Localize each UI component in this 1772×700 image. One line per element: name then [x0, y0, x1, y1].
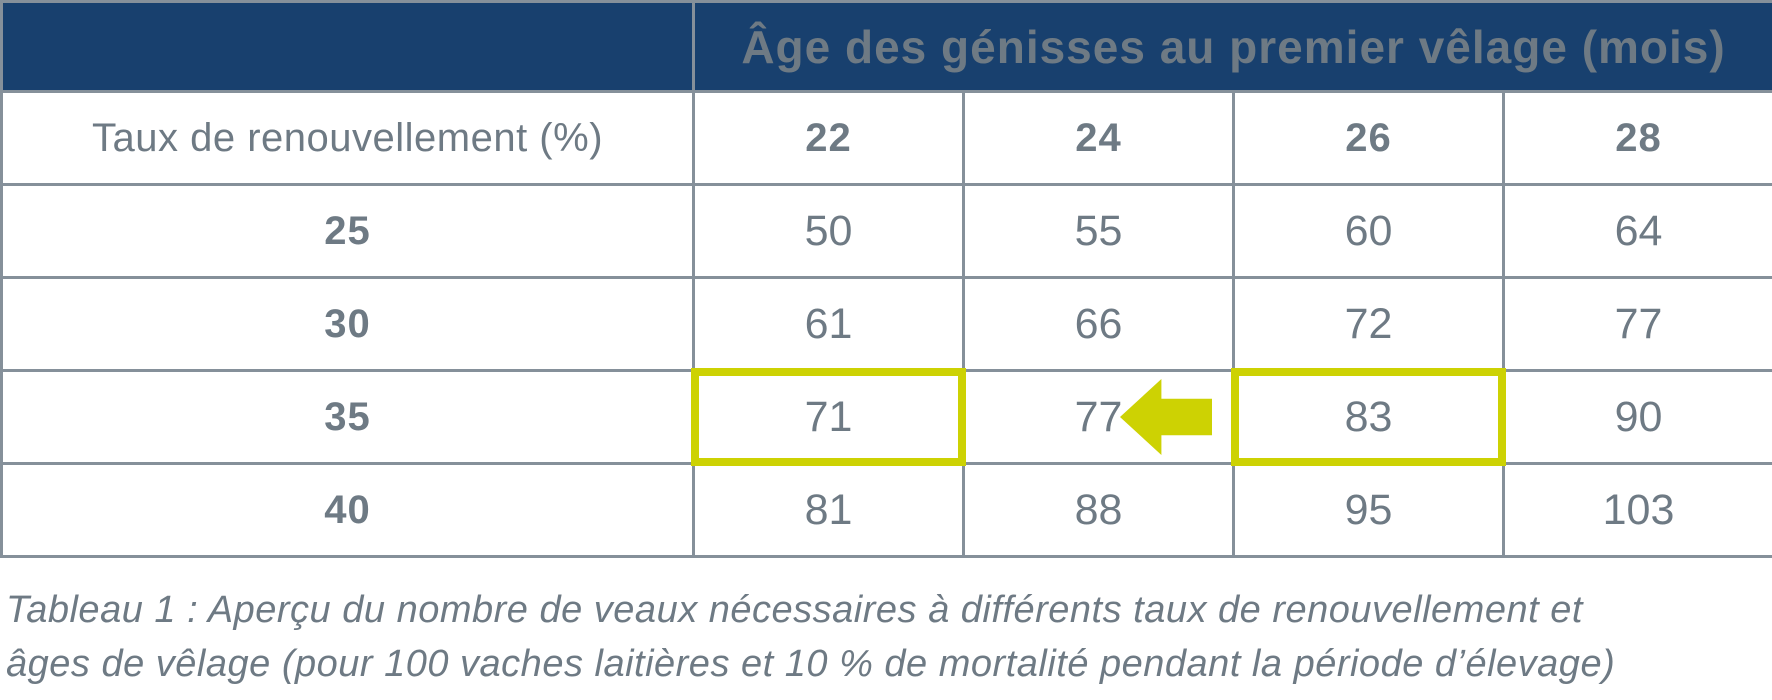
table-row: 30 61 66 72 77	[0, 276, 1772, 372]
cell-value: 71	[804, 392, 853, 441]
table-cell: 81	[692, 462, 965, 558]
table-row: 40 81 88 95 103	[0, 462, 1772, 558]
table-cell: 61	[692, 276, 965, 372]
table-cell: 66	[962, 276, 1235, 372]
col-header-26: 26	[1232, 90, 1505, 186]
table-cell: 64	[1501, 183, 1772, 279]
table-title: Âge des génisses au premier vêlage (mois…	[691, 0, 1772, 93]
table-row: 35 71 77 83 90	[0, 368, 1772, 466]
table-cell-highlighted: 71	[691, 368, 966, 466]
left-arrow-icon	[1120, 379, 1212, 455]
table-cell: 103	[1501, 462, 1772, 558]
row-header-label: Taux de renouvellement (%)	[0, 90, 695, 186]
col-header-28: 28	[1501, 90, 1772, 186]
col-header-22: 22	[692, 90, 965, 186]
table-cell: 50	[692, 183, 965, 279]
cell-value: 77	[1074, 392, 1123, 441]
calves-table: Âge des génisses au premier vêlage (mois…	[0, 0, 1772, 558]
table-cell-arrow-target: 77	[962, 369, 1235, 465]
row-label-25: 25	[0, 183, 695, 279]
table-cell: 72	[1232, 276, 1505, 372]
table-cell: 55	[962, 183, 1235, 279]
table-row: 25 50 55 60 64	[0, 183, 1772, 279]
caption-line-1: Tableau 1 : Aperçu du nombre de veaux né…	[6, 589, 1583, 631]
table-cell: 90	[1501, 369, 1772, 465]
col-header-24: 24	[962, 90, 1235, 186]
table-cell-highlighted: 83	[1231, 368, 1506, 466]
table-cell: 88	[962, 462, 1235, 558]
row-label-40: 40	[0, 462, 695, 558]
corner-cell	[0, 0, 695, 93]
row-label-30: 30	[0, 276, 695, 372]
table-cell: 77	[1501, 276, 1772, 372]
row-label-35: 35	[0, 369, 695, 465]
table-caption: Tableau 1 : Aperçu du nombre de veaux né…	[6, 584, 1772, 692]
caption-line-2: âges de vêlage (pour 100 vaches laitière…	[6, 642, 1616, 685]
cell-value: 83	[1344, 392, 1393, 441]
table-cell: 95	[1232, 462, 1505, 558]
table-cell: 60	[1232, 183, 1505, 279]
